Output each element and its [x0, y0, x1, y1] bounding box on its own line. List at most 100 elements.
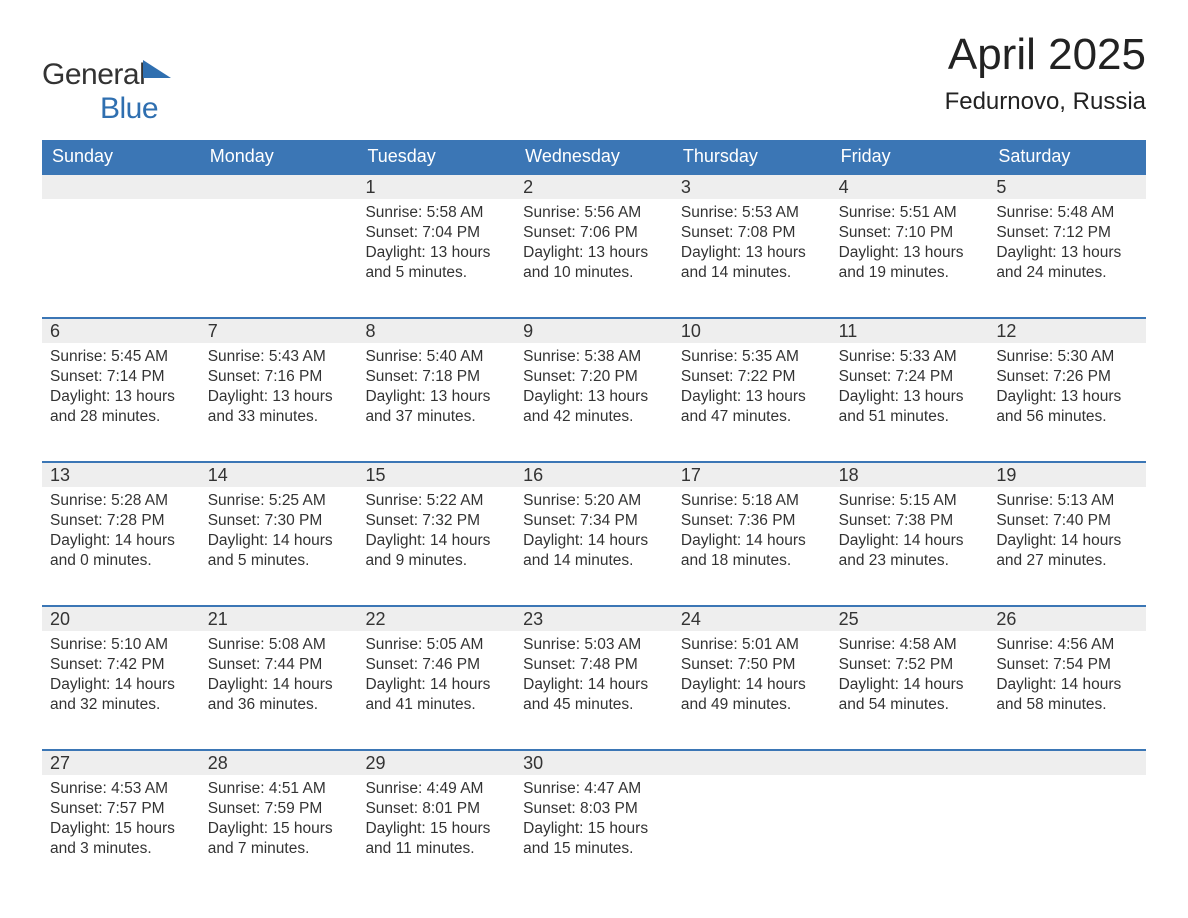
sunset-text: Sunset: 7:18 PM	[365, 367, 507, 387]
day-number: 20	[42, 607, 200, 631]
weekday-header: Wednesday	[515, 140, 673, 173]
day-cell	[42, 175, 200, 317]
sunrise-text: Sunrise: 5:20 AM	[523, 491, 665, 511]
sunset-text: Sunset: 7:42 PM	[50, 655, 192, 675]
weekday-header: Sunday	[42, 140, 200, 173]
sunrise-text: Sunrise: 5:28 AM	[50, 491, 192, 511]
sunrise-text: Sunrise: 4:58 AM	[839, 635, 981, 655]
sunset-text: Sunset: 7:59 PM	[208, 799, 350, 819]
day-cell: 23Sunrise: 5:03 AMSunset: 7:48 PMDayligh…	[515, 607, 673, 749]
day-number: 13	[42, 463, 200, 487]
day-cell: 29Sunrise: 4:49 AMSunset: 8:01 PMDayligh…	[357, 751, 515, 893]
daylight-text: Daylight: 14 hours and 5 minutes.	[208, 531, 350, 571]
sunrise-text: Sunrise: 5:22 AM	[365, 491, 507, 511]
month-title: April 2025	[945, 30, 1146, 80]
day-body: Sunrise: 5:58 AMSunset: 7:04 PMDaylight:…	[357, 199, 515, 294]
day-body: Sunrise: 4:56 AMSunset: 7:54 PMDaylight:…	[988, 631, 1146, 726]
brand-logo: General Blue	[42, 30, 171, 126]
daylight-text: Daylight: 13 hours and 51 minutes.	[839, 387, 981, 427]
daylight-text: Daylight: 13 hours and 10 minutes.	[523, 243, 665, 283]
day-cell: 6Sunrise: 5:45 AMSunset: 7:14 PMDaylight…	[42, 319, 200, 461]
weekday-header: Friday	[831, 140, 989, 173]
day-body	[42, 199, 200, 213]
day-cell: 11Sunrise: 5:33 AMSunset: 7:24 PMDayligh…	[831, 319, 989, 461]
day-body: Sunrise: 5:45 AMSunset: 7:14 PMDaylight:…	[42, 343, 200, 438]
day-cell: 17Sunrise: 5:18 AMSunset: 7:36 PMDayligh…	[673, 463, 831, 605]
logo-text-blue: Blue	[100, 92, 158, 125]
day-cell: 15Sunrise: 5:22 AMSunset: 7:32 PMDayligh…	[357, 463, 515, 605]
day-cell: 30Sunrise: 4:47 AMSunset: 8:03 PMDayligh…	[515, 751, 673, 893]
sunrise-text: Sunrise: 5:08 AM	[208, 635, 350, 655]
day-cell	[200, 175, 358, 317]
sunrise-text: Sunrise: 5:51 AM	[839, 203, 981, 223]
sunrise-text: Sunrise: 5:38 AM	[523, 347, 665, 367]
sunset-text: Sunset: 7:38 PM	[839, 511, 981, 531]
day-body: Sunrise: 5:18 AMSunset: 7:36 PMDaylight:…	[673, 487, 831, 582]
day-cell: 1Sunrise: 5:58 AMSunset: 7:04 PMDaylight…	[357, 175, 515, 317]
header: General Blue April 2025 Fedurnovo, Russi…	[42, 30, 1146, 126]
sunset-text: Sunset: 7:12 PM	[996, 223, 1138, 243]
day-cell: 14Sunrise: 5:25 AMSunset: 7:30 PMDayligh…	[200, 463, 358, 605]
day-cell: 19Sunrise: 5:13 AMSunset: 7:40 PMDayligh…	[988, 463, 1146, 605]
sunset-text: Sunset: 7:06 PM	[523, 223, 665, 243]
sunrise-text: Sunrise: 4:47 AM	[523, 779, 665, 799]
sunset-text: Sunset: 7:57 PM	[50, 799, 192, 819]
day-number: 16	[515, 463, 673, 487]
sunset-text: Sunset: 8:01 PM	[365, 799, 507, 819]
day-cell: 28Sunrise: 4:51 AMSunset: 7:59 PMDayligh…	[200, 751, 358, 893]
day-number	[831, 751, 989, 775]
day-cell: 20Sunrise: 5:10 AMSunset: 7:42 PMDayligh…	[42, 607, 200, 749]
day-number: 21	[200, 607, 358, 631]
sunset-text: Sunset: 7:16 PM	[208, 367, 350, 387]
sunset-text: Sunset: 8:03 PM	[523, 799, 665, 819]
day-body: Sunrise: 4:53 AMSunset: 7:57 PMDaylight:…	[42, 775, 200, 870]
day-cell: 24Sunrise: 5:01 AMSunset: 7:50 PMDayligh…	[673, 607, 831, 749]
day-body: Sunrise: 5:22 AMSunset: 7:32 PMDaylight:…	[357, 487, 515, 582]
day-body: Sunrise: 4:58 AMSunset: 7:52 PMDaylight:…	[831, 631, 989, 726]
day-number: 12	[988, 319, 1146, 343]
day-body: Sunrise: 5:25 AMSunset: 7:30 PMDaylight:…	[200, 487, 358, 582]
day-number: 29	[357, 751, 515, 775]
day-cell: 4Sunrise: 5:51 AMSunset: 7:10 PMDaylight…	[831, 175, 989, 317]
day-number: 5	[988, 175, 1146, 199]
sunset-text: Sunset: 7:08 PM	[681, 223, 823, 243]
daylight-text: Daylight: 14 hours and 32 minutes.	[50, 675, 192, 715]
day-body: Sunrise: 5:03 AMSunset: 7:48 PMDaylight:…	[515, 631, 673, 726]
weekday-header: Thursday	[673, 140, 831, 173]
day-body: Sunrise: 5:38 AMSunset: 7:20 PMDaylight:…	[515, 343, 673, 438]
sunrise-text: Sunrise: 5:01 AM	[681, 635, 823, 655]
week-row: 13Sunrise: 5:28 AMSunset: 7:28 PMDayligh…	[42, 461, 1146, 605]
day-number	[988, 751, 1146, 775]
sunrise-text: Sunrise: 4:49 AM	[365, 779, 507, 799]
day-number: 19	[988, 463, 1146, 487]
day-number: 14	[200, 463, 358, 487]
day-body	[200, 199, 358, 213]
day-number: 1	[357, 175, 515, 199]
day-body: Sunrise: 5:20 AMSunset: 7:34 PMDaylight:…	[515, 487, 673, 582]
day-body: Sunrise: 5:08 AMSunset: 7:44 PMDaylight:…	[200, 631, 358, 726]
daylight-text: Daylight: 14 hours and 58 minutes.	[996, 675, 1138, 715]
day-cell: 3Sunrise: 5:53 AMSunset: 7:08 PMDaylight…	[673, 175, 831, 317]
sunrise-text: Sunrise: 5:56 AM	[523, 203, 665, 223]
logo-triangle-icon	[143, 60, 171, 78]
weekday-header-row: SundayMondayTuesdayWednesdayThursdayFrid…	[42, 140, 1146, 173]
calendar: SundayMondayTuesdayWednesdayThursdayFrid…	[42, 140, 1146, 893]
daylight-text: Daylight: 13 hours and 14 minutes.	[681, 243, 823, 283]
weekday-header: Monday	[200, 140, 358, 173]
day-cell: 5Sunrise: 5:48 AMSunset: 7:12 PMDaylight…	[988, 175, 1146, 317]
sunset-text: Sunset: 7:14 PM	[50, 367, 192, 387]
day-number	[673, 751, 831, 775]
sunset-text: Sunset: 7:10 PM	[839, 223, 981, 243]
daylight-text: Daylight: 14 hours and 27 minutes.	[996, 531, 1138, 571]
daylight-text: Daylight: 14 hours and 49 minutes.	[681, 675, 823, 715]
day-body: Sunrise: 5:43 AMSunset: 7:16 PMDaylight:…	[200, 343, 358, 438]
day-number: 22	[357, 607, 515, 631]
sunrise-text: Sunrise: 5:48 AM	[996, 203, 1138, 223]
sunset-text: Sunset: 7:22 PM	[681, 367, 823, 387]
day-cell: 16Sunrise: 5:20 AMSunset: 7:34 PMDayligh…	[515, 463, 673, 605]
day-cell: 27Sunrise: 4:53 AMSunset: 7:57 PMDayligh…	[42, 751, 200, 893]
day-number: 6	[42, 319, 200, 343]
day-body: Sunrise: 5:56 AMSunset: 7:06 PMDaylight:…	[515, 199, 673, 294]
day-number: 11	[831, 319, 989, 343]
daylight-text: Daylight: 15 hours and 15 minutes.	[523, 819, 665, 859]
